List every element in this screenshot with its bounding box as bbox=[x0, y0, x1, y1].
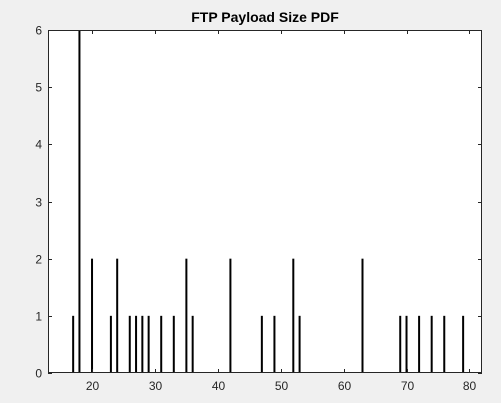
bar bbox=[78, 30, 81, 373]
bar bbox=[191, 315, 194, 373]
y-tick-label: 3 bbox=[35, 196, 42, 210]
bar bbox=[292, 258, 295, 373]
x-tick-label: 60 bbox=[338, 379, 352, 393]
x-tick-label: 50 bbox=[275, 379, 289, 393]
bar bbox=[418, 315, 421, 373]
y-tick-label: 1 bbox=[35, 310, 42, 324]
bar bbox=[109, 315, 112, 373]
bar bbox=[72, 315, 75, 373]
bar bbox=[185, 258, 188, 373]
y-tick-label: 6 bbox=[35, 24, 42, 38]
bar bbox=[298, 315, 301, 373]
bar bbox=[141, 315, 144, 373]
bar bbox=[405, 315, 408, 373]
y-tick-label: 0 bbox=[35, 367, 42, 381]
bar bbox=[116, 258, 119, 373]
bar bbox=[430, 315, 433, 373]
bar bbox=[361, 258, 364, 373]
bar bbox=[91, 258, 94, 373]
bar bbox=[147, 315, 150, 373]
x-tick-label: 40 bbox=[212, 379, 226, 393]
plot-area bbox=[48, 30, 482, 373]
bar bbox=[229, 258, 232, 373]
bar bbox=[462, 315, 465, 373]
x-tick-label: 30 bbox=[149, 379, 163, 393]
bar bbox=[128, 315, 131, 373]
bar bbox=[135, 315, 138, 373]
y-tick-label: 5 bbox=[35, 81, 42, 95]
bar bbox=[273, 315, 276, 373]
y-tick-label: 2 bbox=[35, 253, 42, 267]
bar bbox=[160, 315, 163, 373]
bar bbox=[172, 315, 175, 373]
x-tick-label: 70 bbox=[401, 379, 415, 393]
bar bbox=[399, 315, 402, 373]
axes-group bbox=[48, 30, 482, 373]
y-tick-label: 4 bbox=[35, 138, 42, 152]
x-tick-label: 80 bbox=[463, 379, 477, 393]
chart-title: FTP Payload Size PDF bbox=[191, 9, 339, 25]
x-ticks-group: 20 30 40 50 60 70 80 bbox=[86, 30, 477, 393]
y-ticks-group: 0 1 2 3 4 5 6 bbox=[35, 24, 482, 381]
bars-group bbox=[72, 30, 465, 373]
bar bbox=[260, 315, 263, 373]
axes-box bbox=[48, 30, 482, 373]
bar bbox=[443, 315, 446, 373]
x-tick-label: 20 bbox=[86, 379, 100, 393]
